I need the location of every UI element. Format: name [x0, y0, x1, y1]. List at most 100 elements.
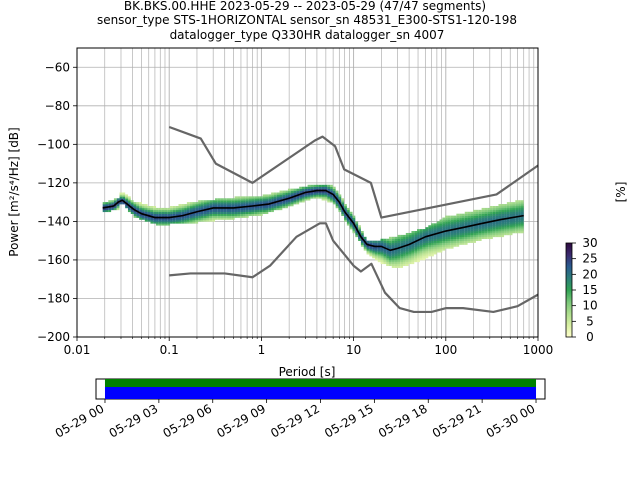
heat-cell: [150, 209, 154, 213]
heat-cell: [422, 254, 426, 257]
heat-cell: [248, 209, 252, 213]
heat-cell: [344, 204, 347, 207]
heat-cell: [495, 211, 499, 214]
heat-cell: [428, 238, 432, 241]
heat-cell: [153, 211, 157, 214]
heat-cell: [481, 225, 485, 228]
heat-cell: [498, 215, 502, 218]
heat-cell: [206, 205, 210, 209]
heat-cell: [478, 229, 482, 232]
heat-cell: [445, 232, 448, 236]
heat-cell: [431, 242, 434, 245]
heat-cell: [217, 198, 221, 201]
heat-cell: [484, 223, 488, 226]
heat-cell: [495, 225, 499, 228]
heat-cell: [147, 215, 151, 218]
heat-cell: [386, 258, 389, 261]
heat-cell: [189, 213, 193, 216]
heat-cell: [150, 213, 154, 216]
heat-cell: [251, 209, 255, 213]
heat-cell: [461, 219, 465, 222]
heat-cell: [512, 231, 516, 234]
heat-cell: [419, 246, 423, 249]
heat-cell: [142, 217, 145, 220]
heat-cell: [405, 242, 409, 245]
heat-cell: [512, 205, 516, 209]
heat-cell: [481, 229, 485, 232]
heat-cell: [453, 240, 457, 243]
heat-cell: [504, 221, 507, 224]
heat-cell: [456, 240, 460, 243]
heat-cell: [271, 192, 274, 195]
heat-cell: [377, 250, 381, 253]
heat-cell: [515, 217, 519, 220]
heat-cell: [520, 209, 524, 213]
heat-cell: [341, 211, 345, 214]
heat-cell: [133, 202, 137, 205]
heat-cell: [279, 207, 283, 211]
heat-cell: [400, 250, 404, 253]
heat-cell: [220, 213, 224, 216]
heat-cell: [478, 221, 482, 224]
heat-cell: [509, 223, 513, 226]
heat-cell: [212, 205, 215, 209]
heat-cell: [285, 192, 288, 195]
heat-cell: [125, 196, 128, 199]
heat-cell: [425, 242, 429, 245]
heat-cell: [369, 248, 373, 251]
heat-cell: [487, 213, 491, 216]
heat-cell: [127, 198, 131, 201]
heat-cell: [175, 205, 179, 209]
heat-cell: [279, 196, 283, 199]
heat-cell: [296, 196, 300, 199]
heat-cell: [156, 221, 159, 224]
heat-cell: [248, 202, 252, 205]
heat-cell: [175, 213, 179, 216]
heat-cell: [520, 221, 524, 224]
heat-cell: [405, 236, 409, 240]
heat-cell: [374, 250, 378, 253]
heat-cell: [506, 221, 510, 224]
heat-cell: [411, 261, 415, 265]
heat-cell: [456, 215, 460, 218]
heat-cell: [442, 242, 446, 245]
heat-cell: [425, 231, 429, 234]
heat-cell: [391, 265, 395, 268]
heat-cell: [400, 263, 404, 267]
heat-cell: [439, 232, 443, 236]
heat-cell: [467, 213, 471, 216]
heat-cell: [338, 194, 342, 197]
heat-cell: [464, 234, 468, 238]
heat-cell: [408, 258, 412, 261]
heat-cell: [512, 202, 516, 205]
heat-cell: [316, 186, 319, 189]
heat-cell: [161, 211, 165, 214]
heat-cell: [504, 225, 507, 228]
heat-cell: [447, 238, 451, 241]
heat-cell: [397, 234, 401, 238]
heat-cell: [459, 223, 462, 226]
heat-cell: [386, 256, 389, 259]
heat-cell: [447, 244, 451, 247]
heat-cell: [324, 186, 328, 189]
heat-cell: [130, 200, 134, 203]
heat-cell: [506, 211, 510, 214]
heat-cell: [414, 246, 418, 249]
heat-cell: [349, 221, 353, 224]
heat-cell: [366, 250, 370, 253]
heat-cell: [223, 213, 227, 216]
heat-cell: [447, 221, 451, 224]
heat-cell: [509, 204, 513, 207]
heat-cell: [411, 234, 415, 238]
heat-cell: [453, 229, 457, 232]
heat-cell: [428, 246, 432, 249]
heat-cell: [164, 207, 168, 211]
heat-cell: [172, 209, 176, 213]
heat-cell: [341, 202, 345, 205]
heat-cell: [369, 240, 373, 243]
heat-cell: [352, 225, 356, 228]
heat-cell: [481, 213, 485, 216]
heat-cell: [321, 184, 325, 188]
heat-cell: [461, 227, 465, 230]
heat-cell: [237, 196, 241, 199]
